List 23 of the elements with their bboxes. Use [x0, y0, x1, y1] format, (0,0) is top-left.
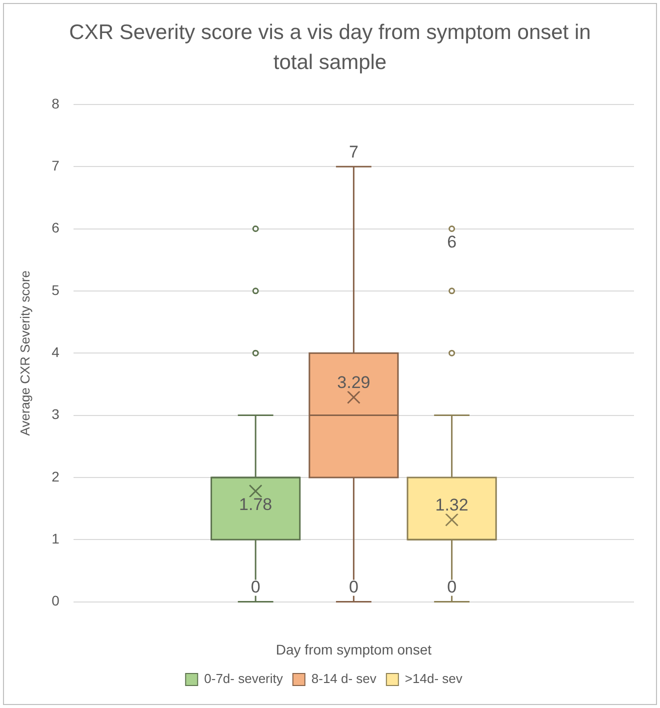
y-tick-label: 0 — [52, 592, 60, 609]
legend-label: >14d- sev — [404, 671, 463, 686]
y-tick-label: 4 — [52, 344, 60, 360]
chart-title: CXR Severity score vis a vis day from symptom onset in total sample — [68, 20, 592, 76]
annotation: 3.29 — [337, 372, 370, 392]
annotation: 6 — [447, 232, 457, 252]
annotation: 0 — [250, 577, 260, 596]
y-tick-label: 5 — [52, 282, 60, 298]
annotation: 0 — [447, 577, 457, 596]
y-tick-label: 6 — [52, 220, 60, 236]
x-axis-title: Day from symptom onset — [276, 641, 432, 658]
legend-label: 0-7d- severity — [204, 671, 284, 686]
y-tick-label: 2 — [52, 468, 60, 484]
y-tick-label: 1 — [52, 530, 60, 546]
y-tick-label: 8 — [52, 95, 60, 112]
annotation: 7 — [348, 142, 358, 162]
annotation: 1.78 — [239, 494, 272, 514]
y-axis-title: Average CXR Severity score — [17, 270, 32, 436]
legend-label: 8-14 d- sev — [311, 671, 377, 686]
y-tick-label: 3 — [52, 406, 60, 422]
annotation: 1.32 — [435, 495, 468, 514]
y-tick-label: 7 — [52, 157, 60, 174]
annotation: 0 — [348, 577, 358, 596]
